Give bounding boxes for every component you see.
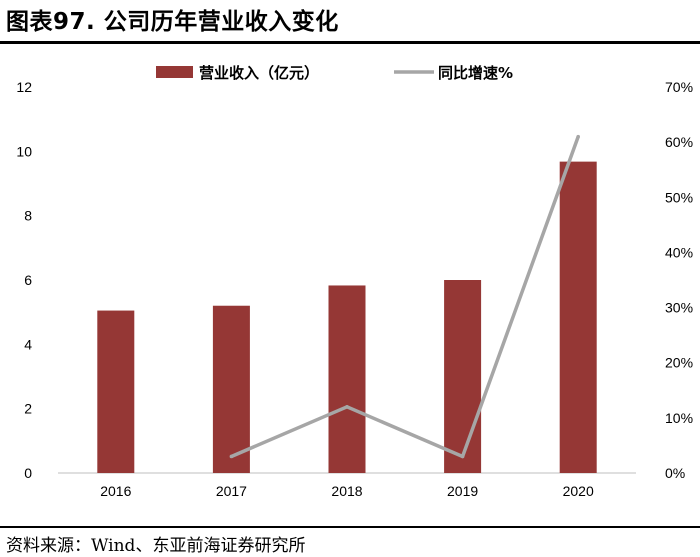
- bar-2017: [212, 305, 250, 473]
- x-tick-label: 2018: [331, 483, 362, 499]
- left-tick-label: 12: [16, 79, 32, 95]
- left-tick-label: 2: [24, 401, 32, 417]
- left-tick-label: 0: [24, 465, 32, 481]
- left-axis: 0 2 4 6 8 10 12: [16, 79, 32, 481]
- right-tick-label: 0%: [665, 465, 685, 481]
- x-tick-label: 2020: [563, 483, 594, 499]
- growth-point-2019: [460, 454, 465, 459]
- right-tick-label: 40%: [665, 244, 693, 260]
- right-tick-label: 10%: [665, 410, 693, 426]
- bar-series: [97, 161, 597, 474]
- chart-title: 图表97. 公司历年营业收入变化: [6, 9, 339, 35]
- left-tick-label: 10: [16, 143, 32, 159]
- right-tick-label: 60%: [665, 134, 693, 150]
- growth-line: [230, 136, 580, 459]
- bar-2019: [444, 280, 482, 473]
- left-tick-label: 4: [24, 336, 32, 352]
- growth-point-2017: [229, 454, 234, 459]
- right-tick-label: 20%: [665, 355, 693, 371]
- chart: 营业收入（亿元） 同比增速% 0 2 4 6 8 10 12 0% 10% 20% 30% 40% 50…: [16, 64, 693, 499]
- x-tick-label: 2017: [216, 483, 247, 499]
- legend-label-revenue: 营业收入（亿元）: [199, 64, 319, 82]
- legend-swatch-bar: [156, 66, 193, 78]
- line-series: [229, 134, 580, 459]
- right-tick-label: 30%: [665, 300, 693, 316]
- right-axis: 0% 10% 20% 30% 40% 50% 60% 70%: [665, 79, 693, 481]
- growth-point-2020: [576, 134, 580, 139]
- legend-label-growth: 同比增速%: [438, 64, 513, 82]
- x-tick-label: 2016: [100, 483, 131, 499]
- right-tick-label: 50%: [665, 189, 693, 205]
- growth-point-2018: [345, 405, 349, 409]
- legend: 营业收入（亿元） 同比增速%: [156, 64, 513, 82]
- right-tick-label: 70%: [665, 79, 693, 95]
- bar-2020: [559, 161, 597, 474]
- source-note: 资料来源：Wind、东亚前海证券研究所: [6, 536, 306, 556]
- bar-2016: [97, 310, 135, 473]
- x-tick-label: 2019: [447, 483, 478, 499]
- footer-divider: [0, 526, 700, 528]
- x-axis: 2016 2017 2018 2019 2020: [100, 483, 594, 499]
- title-divider: [0, 41, 700, 44]
- bar-2018: [328, 285, 366, 473]
- left-tick-label: 8: [24, 208, 32, 224]
- left-tick-label: 6: [24, 272, 32, 288]
